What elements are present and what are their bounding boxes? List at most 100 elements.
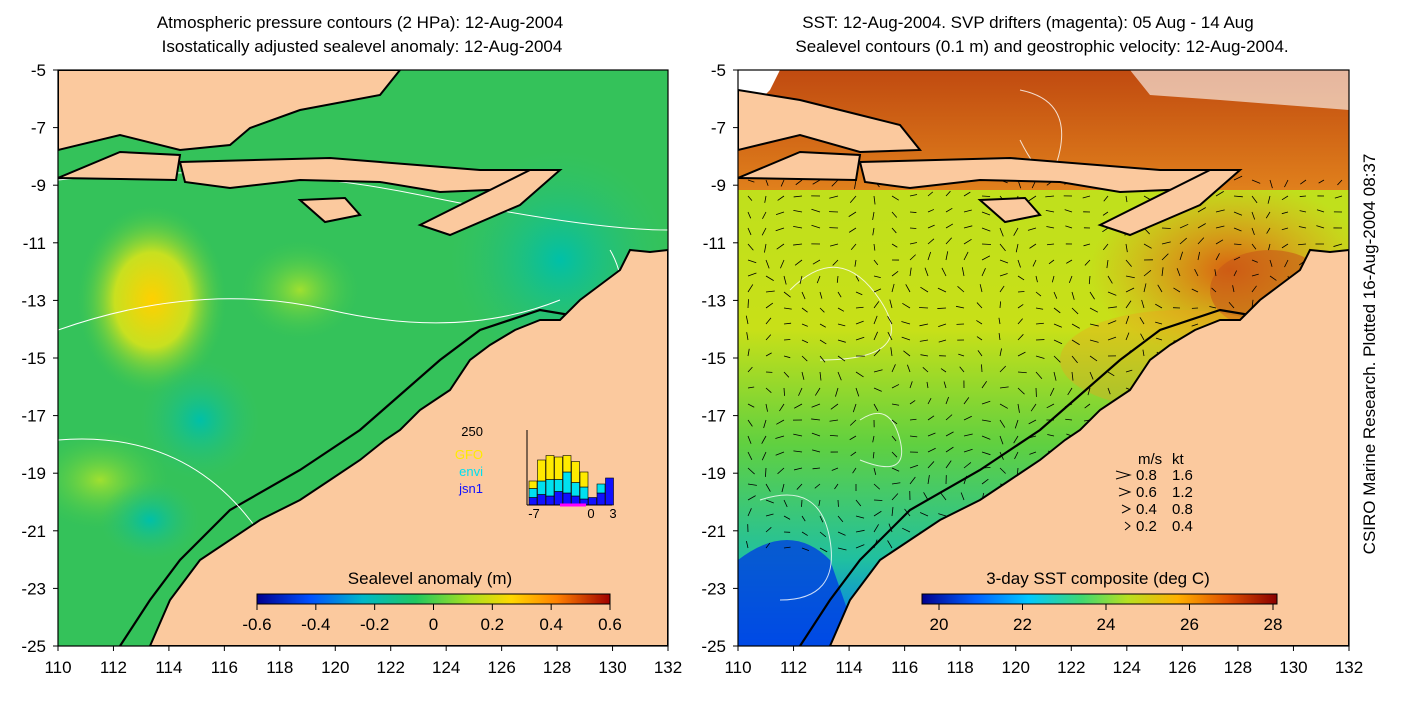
- velocity-arrow: [848, 227, 857, 233]
- lon-tick-label: 132: [654, 658, 682, 677]
- inset-bar-jsn1: [562, 492, 572, 506]
- velocity-arrow: [1233, 227, 1242, 232]
- velocity-arrow: [852, 467, 857, 474]
- velocity-arrow: [927, 397, 932, 405]
- velocity-arrow: [837, 515, 844, 523]
- velocity-arrow: [909, 194, 918, 197]
- velocity-arrow: [981, 419, 991, 422]
- velocity-arrow: [1107, 320, 1117, 325]
- lon-tick-label: 128: [543, 658, 571, 677]
- velocity-arrow: [1281, 227, 1289, 231]
- velocity-arrow: [891, 283, 895, 293]
- velocity-arrow: [1265, 211, 1271, 219]
- velocity-arrow: [1140, 333, 1145, 341]
- velocity-arrow: [848, 211, 857, 217]
- velocity-arrow: [776, 419, 785, 425]
- velocity-arrow: [873, 195, 876, 205]
- sst-colorbar-gradient: [921, 593, 1278, 605]
- velocity-arrow: [775, 435, 785, 439]
- velocity-arrow: [1125, 243, 1128, 253]
- velocity-arrow: [963, 209, 972, 213]
- colorbar-tick-label: 26: [1180, 615, 1199, 634]
- legend-arrow-glyph: [1121, 504, 1132, 514]
- lon-tick-label: 126: [487, 658, 515, 677]
- velocity-arrow: [764, 243, 767, 253]
- velocity-arrow: [854, 179, 857, 189]
- lat-tick-label: -13: [701, 291, 726, 310]
- velocity-arrow: [762, 211, 767, 219]
- land-java-region: [58, 70, 402, 152]
- land-lesser-sunda: [858, 156, 1222, 194]
- velocity-arrow: [1017, 387, 1025, 395]
- legend-speed-kt: 1.6: [1172, 467, 1193, 484]
- velocity-arrow: [999, 403, 1008, 409]
- legend-speed-ms: 0.8: [1136, 467, 1157, 484]
- velocity-arrow: [891, 195, 899, 201]
- velocity-arrow: [1197, 237, 1205, 245]
- velocity-arrow: [963, 191, 971, 197]
- velocity-arrow: [981, 435, 991, 440]
- lon-tick-label: 116: [891, 658, 918, 677]
- velocity-arrow: [1065, 418, 1073, 421]
- velocity-arrow: [1191, 323, 1199, 327]
- velocity-arrow: [1157, 284, 1163, 293]
- velocity-arrow: [891, 403, 900, 406]
- inset-bar-gfo: [562, 455, 572, 473]
- left-colorbar: Sealevel anomaly (m) -0.6 -0.4 -0.2 0 0.2 0.4…: [242, 569, 621, 634]
- velocity-arrow: [801, 371, 805, 380]
- land-sumba: [297, 196, 362, 224]
- velocity-arrow: [945, 251, 949, 261]
- velocity-arrow: [832, 259, 839, 266]
- velocity-arrow: [1068, 275, 1073, 284]
- velocity-arrow: [909, 242, 918, 245]
- velocity-arrow: [747, 259, 757, 264]
- colorbar-tick-label: 0.4: [539, 615, 563, 634]
- velocity-arrow: [831, 179, 839, 187]
- sla-high-anomaly: [77, 205, 227, 395]
- velocity-arrow: [779, 403, 785, 412]
- velocity-arrow: [849, 435, 857, 441]
- velocity-arrow: [818, 499, 821, 506]
- velocity-arrow: [783, 387, 785, 396]
- right-title-line2: Sealevel contours (0.1 m) and geostrophi…: [795, 37, 1289, 56]
- velocity-arrow: [891, 482, 901, 485]
- velocity-arrow: [873, 467, 877, 475]
- velocity-arrow: [873, 349, 881, 357]
- land-australia: [148, 248, 668, 646]
- velocity-arrow: [945, 414, 953, 421]
- velocity-arrow: [819, 339, 827, 345]
- velocity-arrow: [819, 291, 823, 299]
- legend-speed-ms: 0.6: [1136, 484, 1157, 501]
- velocity-arrow: [937, 307, 947, 309]
- inset-bar-envi: [545, 479, 555, 497]
- inset-ymax-label: 250: [461, 424, 483, 439]
- velocity-arrow: [783, 275, 787, 285]
- lat-tick-label: -23: [21, 579, 46, 598]
- velocity-arrow: [873, 403, 879, 412]
- velocity-arrow: [927, 209, 935, 213]
- velocity-arrow: [831, 467, 839, 471]
- lon-tick-label: 132: [1335, 658, 1363, 677]
- lat-tick-label: -11: [703, 234, 726, 253]
- land-island: [58, 150, 182, 182]
- velocity-arrow: [1125, 369, 1133, 373]
- velocity-arrow: [1233, 270, 1238, 277]
- velocity-arrow: [1065, 225, 1073, 229]
- velocity-arrow: [955, 305, 965, 309]
- velocity-arrow: [873, 524, 879, 533]
- lat-tick-label: -23: [701, 579, 726, 598]
- velocity-arrow: [1161, 241, 1171, 245]
- lon-tick-label: 130: [598, 658, 626, 677]
- colorbar-tick-label: 0.6: [598, 615, 622, 634]
- velocity-arrow: [998, 333, 1001, 341]
- velocity-arrow: [765, 352, 772, 357]
- velocity-arrow: [855, 544, 865, 549]
- velocity-arrow: [1233, 243, 1242, 246]
- velocity-arrow: [981, 211, 991, 216]
- inset-bar-gfo: [528, 480, 538, 489]
- velocity-arrow: [1071, 307, 1079, 315]
- velocity-arrow: [1082, 195, 1091, 199]
- velocity-arrow: [836, 275, 839, 283]
- inset-bar-envi: [596, 483, 606, 494]
- velocity-arrow: [747, 272, 757, 277]
